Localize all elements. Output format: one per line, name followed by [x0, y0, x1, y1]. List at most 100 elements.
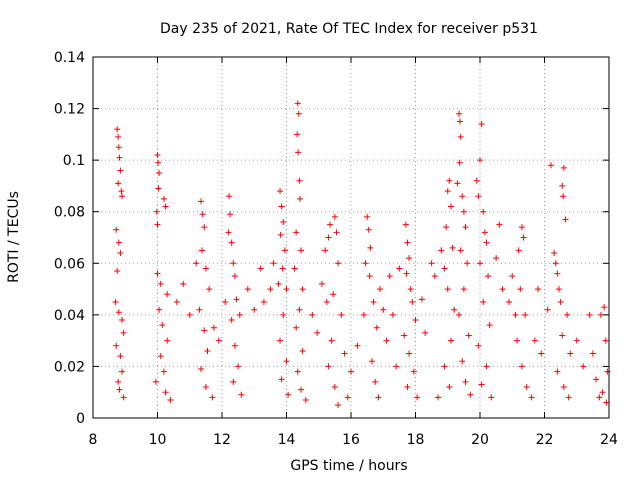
data-point [119, 317, 126, 324]
data-point [162, 389, 169, 396]
data-point [196, 306, 203, 313]
data-point [457, 247, 464, 254]
data-point [314, 329, 321, 336]
x-tick-label: 14 [278, 432, 296, 448]
data-point [485, 273, 492, 280]
data-point [404, 239, 411, 246]
data-point [457, 118, 464, 125]
data-point [318, 280, 325, 287]
data-point [375, 394, 382, 401]
data-point [115, 378, 122, 385]
data-point [475, 193, 482, 200]
data-point [360, 311, 367, 318]
data-point [528, 394, 535, 401]
data-point [602, 337, 609, 344]
y-axis-label: ROTI / TECUs [6, 191, 22, 283]
data-point [260, 298, 267, 305]
data-point [551, 249, 558, 256]
data-point [444, 188, 451, 195]
data-point [372, 378, 379, 385]
data-point [567, 350, 574, 357]
y-tick-label: 0.12 [54, 102, 85, 118]
data-point [298, 247, 305, 254]
data-point [325, 234, 332, 241]
data-point [323, 298, 330, 305]
data-point [354, 342, 361, 349]
data-point [204, 347, 211, 354]
data-point [153, 208, 160, 215]
data-point [328, 337, 335, 344]
data-point [201, 327, 208, 334]
data-point [294, 368, 301, 375]
data-point [456, 311, 463, 318]
data-point [331, 213, 338, 220]
data-point [402, 221, 409, 228]
data-point [298, 386, 305, 393]
data-point [164, 291, 171, 298]
data-point [522, 311, 529, 318]
data-point [409, 298, 416, 305]
data-point [309, 311, 316, 318]
data-point [478, 121, 485, 128]
data-point [116, 386, 123, 393]
data-point [477, 260, 483, 267]
data-point [296, 177, 303, 184]
data-point [518, 224, 525, 231]
data-point [117, 167, 124, 174]
data-point [457, 133, 464, 140]
data-point [115, 133, 122, 140]
data-point [115, 239, 122, 246]
data-point [277, 231, 284, 238]
data-point [157, 353, 164, 360]
data-point [335, 260, 342, 267]
x-tick-label: 10 [149, 432, 167, 448]
data-point [231, 342, 238, 349]
data-point [230, 260, 237, 267]
data-point [209, 394, 216, 401]
data-point [418, 296, 425, 303]
data-point [443, 224, 450, 231]
data-point [233, 296, 240, 303]
data-point [367, 244, 374, 251]
data-point [236, 311, 243, 318]
data-point [428, 260, 435, 267]
data-point [512, 311, 519, 318]
data-point [331, 384, 338, 391]
data-point [517, 286, 524, 293]
data-point [186, 311, 193, 318]
data-point [373, 324, 380, 331]
data-point [283, 286, 290, 293]
data-point [460, 286, 467, 293]
data-point [462, 378, 469, 385]
data-point [446, 177, 453, 184]
data-point [281, 247, 288, 254]
data-point [295, 110, 302, 117]
y-tick-label: 0.02 [54, 359, 85, 375]
data-point [341, 350, 348, 357]
data-point [552, 260, 559, 267]
data-point [173, 298, 180, 305]
x-axis-label: GPS time / hours [290, 458, 407, 474]
data-point [113, 226, 120, 233]
data-point [198, 198, 205, 205]
data-point [162, 203, 169, 210]
data-point [267, 286, 274, 293]
data-point [152, 378, 159, 385]
data-point [480, 208, 487, 215]
data-point [554, 270, 561, 277]
data-point [198, 366, 205, 373]
data-point [565, 394, 572, 401]
data-point [270, 260, 277, 267]
data-point [368, 358, 375, 365]
data-point [112, 298, 119, 305]
data-point [279, 265, 286, 272]
data-point [488, 394, 495, 401]
data-point [155, 185, 162, 192]
data-point [531, 337, 538, 344]
y-tick-label: 0.04 [54, 308, 85, 324]
data-point [547, 162, 554, 169]
data-point [155, 159, 162, 166]
data-point [344, 394, 351, 401]
data-point [431, 273, 438, 280]
